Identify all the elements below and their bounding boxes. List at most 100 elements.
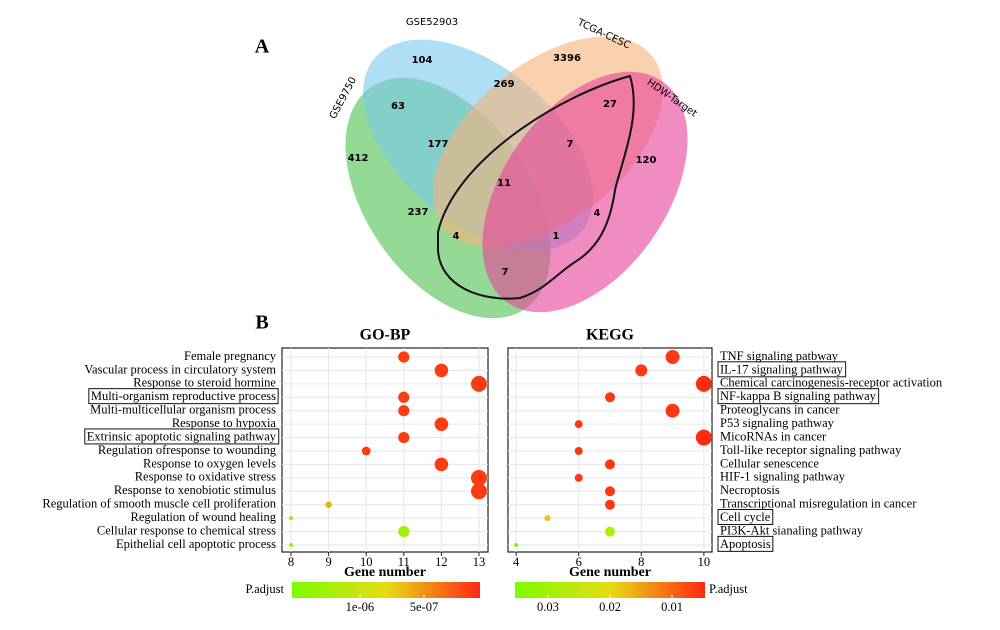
- venn-count: 11: [497, 178, 511, 189]
- dot: [470, 469, 487, 486]
- dot: [574, 473, 583, 482]
- dot: [695, 375, 712, 392]
- category-label: Necroptosis: [720, 483, 780, 497]
- category-label: Multi-organism reproductive process: [91, 389, 276, 403]
- x-tick-label: 8: [638, 555, 644, 569]
- x-axis-label: Gene number: [569, 565, 651, 580]
- dot: [398, 391, 410, 403]
- colorbar-tick-label: 0.01: [661, 600, 683, 614]
- category-label: P53 signaling pathway: [720, 416, 835, 430]
- venn-count: 237: [408, 207, 429, 218]
- venn-count: 269: [494, 79, 515, 90]
- x-tick-label: 4: [513, 555, 520, 569]
- dot: [605, 459, 615, 470]
- category-label: NF-kappa B signaling pathway: [720, 389, 877, 403]
- panel-title: KEGG: [586, 327, 635, 344]
- dot: [514, 543, 519, 547]
- colorbar-label: P.adjust: [245, 582, 284, 596]
- x-tick-label: 12: [435, 555, 448, 569]
- dot: [361, 446, 371, 456]
- label-box: [717, 388, 880, 405]
- colorbar: [515, 582, 705, 598]
- category-label: Extrinsic apoptotic signaling pathway: [87, 429, 277, 443]
- dot: [289, 516, 294, 521]
- colorbar-tick-label: 1e-06: [346, 600, 374, 614]
- label-box: [717, 509, 774, 526]
- category-label: Apoptosis: [720, 537, 771, 551]
- venn-count: 4: [594, 208, 601, 219]
- dot: [398, 351, 410, 363]
- dot: [605, 486, 615, 497]
- venn-count: 7: [502, 267, 509, 278]
- category-label: IL-17 signaling pathway: [720, 362, 844, 376]
- venn-count: 412: [348, 153, 369, 164]
- x-tick-label: 13: [473, 555, 486, 569]
- dot: [635, 364, 648, 377]
- venn-count: 27: [603, 99, 617, 110]
- category-label: Proteoglycans in cancer: [720, 403, 840, 417]
- dot: [574, 447, 583, 455]
- dot: [605, 392, 615, 403]
- dot: [398, 405, 410, 417]
- dot: [605, 499, 615, 510]
- plot-panel: [507, 347, 713, 553]
- x-tick-label: 10: [360, 555, 373, 569]
- category-label: Response to oxygen levels: [143, 456, 276, 470]
- x-tick-label: 6: [576, 555, 582, 569]
- label-box: [84, 428, 280, 445]
- category-label: Female pregnancy: [184, 349, 277, 363]
- dot: [398, 431, 410, 444]
- category-label: Response to xenobiotic stimulus: [114, 483, 276, 497]
- venn-count: 1: [553, 231, 560, 242]
- colorbar-tick-label: 5e-07: [410, 600, 438, 614]
- label-box: [717, 535, 774, 552]
- dot: [665, 403, 680, 418]
- dot: [289, 543, 294, 547]
- venn-set-label: GSE52903: [406, 17, 458, 28]
- dot: [325, 501, 332, 508]
- category-label: Vascular process in circulatory system: [84, 362, 276, 376]
- x-tick-label: 9: [325, 555, 331, 569]
- venn-count: 120: [636, 155, 657, 166]
- x-tick-label: 8: [288, 555, 294, 569]
- dot: [434, 457, 449, 472]
- dot: [434, 417, 449, 431]
- venn-count: 3396: [553, 53, 581, 64]
- plot-panel: [281, 347, 489, 553]
- highlight-outline: [437, 74, 635, 300]
- x-tick-label: 10: [698, 555, 711, 569]
- category-label: Epithelial cell apoptotic process: [116, 537, 276, 551]
- dot: [605, 526, 615, 537]
- category-label: Multi-multicellular organism process: [90, 403, 276, 417]
- category-label: Response to oxidative stress: [135, 470, 276, 484]
- category-label: Regulation ofresponse to wounding: [98, 443, 277, 457]
- dot: [695, 429, 712, 446]
- venn-count: 63: [391, 101, 405, 112]
- colorbar: [292, 582, 480, 598]
- category-label: Cellular senescence: [720, 456, 819, 470]
- label-box: [717, 361, 847, 378]
- category-label: Chemical carcinogenesis-receptor activat…: [720, 376, 943, 390]
- dot: [470, 375, 487, 392]
- venn-count: 7: [567, 139, 574, 150]
- category-label: Response to hypoxia: [172, 416, 277, 430]
- panel-title: GO-BP: [360, 327, 411, 344]
- colorbar-label: P.adjust: [709, 582, 748, 596]
- category-label: TNF signaling patbway: [720, 349, 839, 363]
- category-label: Transcriptional misregulation in cancer: [720, 497, 917, 511]
- category-label: HIF-1 signaling pathway: [720, 470, 846, 484]
- x-axis-label: Gene number: [344, 565, 426, 580]
- category-label: Toll-like receptor signaling pathway: [720, 443, 902, 457]
- category-label: MicoRNAs in cancer: [720, 429, 827, 443]
- dot: [665, 350, 680, 364]
- dot: [544, 515, 551, 522]
- category-label: PI3K-Akt sianaling pathway: [720, 523, 864, 537]
- dot: [470, 483, 487, 500]
- dot: [398, 525, 410, 538]
- category-label: Cellular response to chemical stress: [97, 523, 276, 537]
- category-label: Regulation of wound healing: [131, 510, 277, 524]
- panel-label: B: [255, 312, 268, 334]
- category-label: Regulation of smooth muscle cell prolife…: [42, 497, 276, 511]
- dot: [434, 363, 449, 378]
